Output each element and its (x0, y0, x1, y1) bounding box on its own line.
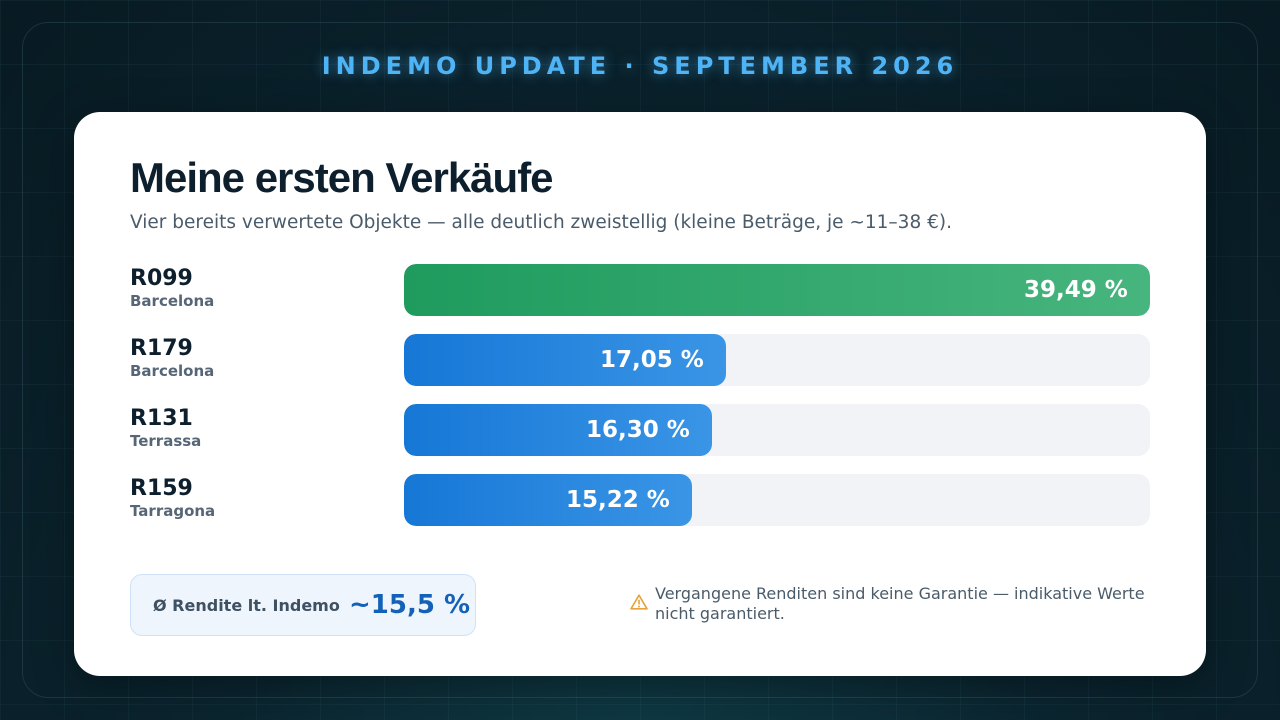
bar-value-label: 17,05 % (600, 347, 704, 373)
warning-icon (630, 594, 648, 610)
bar-track: 15,22 % (404, 474, 1150, 526)
card-title: Meine ersten Verkäufe (130, 154, 554, 201)
row-label: R179 Barcelona (130, 336, 390, 380)
category-label: R099 (130, 266, 193, 291)
city-label: Terrassa (130, 432, 202, 450)
category-label: R179 (130, 336, 193, 361)
row-label: R099 Barcelona (130, 266, 390, 310)
bar-chart: R099 Barcelona 39,49 % R179 Barcelona 17,05 %… (74, 112, 1206, 532)
bar (404, 334, 726, 386)
average-yield-label: Ø Rendite lt. Indemo (153, 596, 340, 615)
city-label: Barcelona (130, 362, 215, 380)
category-label: R159 (130, 476, 193, 501)
content-card: Meine ersten Verkäufe Vier bereits verwe… (74, 112, 1206, 676)
city-label: Barcelona (130, 292, 215, 310)
bar (404, 264, 1150, 316)
bar-track: 17,05 % (404, 334, 1150, 386)
disclaimer-text: Vergangene Renditen sind keine Garantie … (655, 584, 1145, 623)
bar-track: 39,49 % (404, 264, 1150, 316)
city-label: Tarragona (130, 502, 216, 520)
bar (404, 404, 712, 456)
slide-header: INDEMO UPDATE · SEPTEMBER 2026 (321, 52, 959, 80)
average-yield-box: Ø Rendite lt. Indemo ~15,5 % (130, 574, 476, 636)
card-subtitle: Vier bereits verwertete Objekte — alle d… (130, 212, 952, 233)
bar-value-label: 15,22 % (566, 487, 670, 513)
row-label: R159 Tarragona (130, 476, 390, 520)
category-label: R131 (130, 406, 193, 431)
bar-track: 16,30 % (404, 404, 1150, 456)
bar-value-label: 16,30 % (586, 417, 690, 443)
row-label: R131 Terrassa (130, 406, 390, 450)
slide-frame (22, 22, 1258, 698)
bar (404, 474, 692, 526)
bar-value-label: 39,49 % (1024, 277, 1128, 303)
average-yield-value: ~15,5 % (349, 590, 471, 620)
